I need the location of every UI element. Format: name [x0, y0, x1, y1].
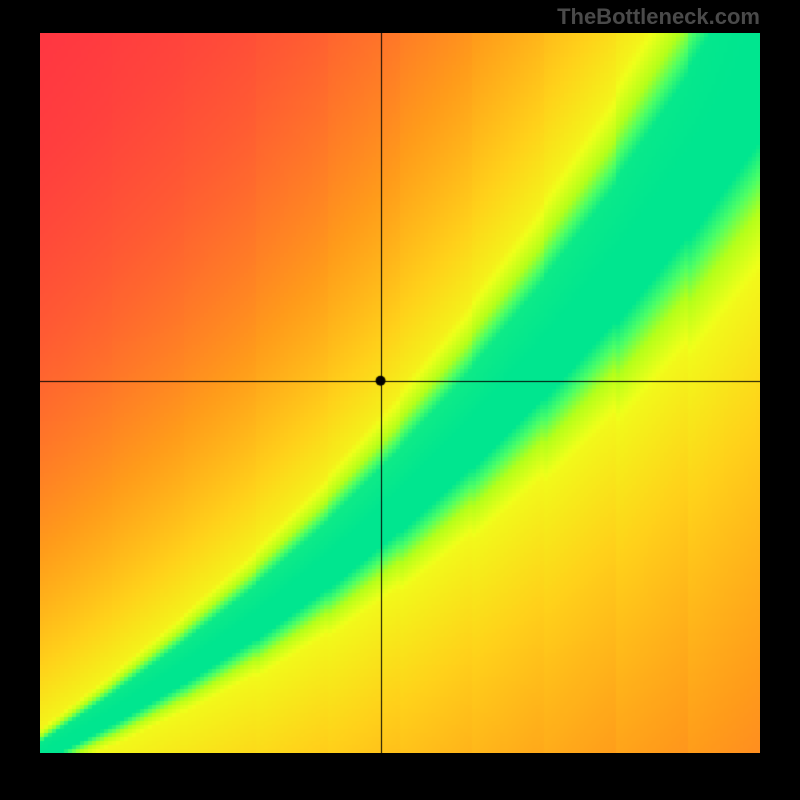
heatmap-canvas: [40, 33, 760, 753]
plot-area: [40, 33, 760, 753]
chart-root: TheBottleneck.com: [0, 0, 800, 800]
watermark-text: TheBottleneck.com: [557, 4, 760, 30]
